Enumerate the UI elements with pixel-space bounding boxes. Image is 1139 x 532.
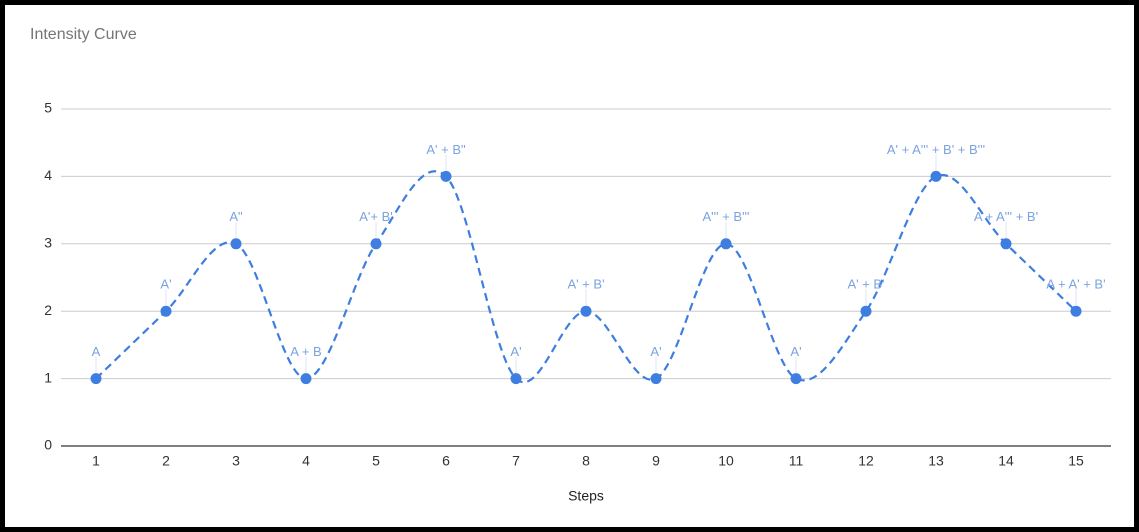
x-tick-label: 13	[928, 453, 944, 469]
x-axis-label: Steps	[568, 488, 604, 504]
chart-title: Intensity Curve	[30, 26, 137, 43]
data-point	[370, 238, 382, 250]
y-tick-label: 0	[44, 437, 52, 453]
data-point	[650, 373, 662, 385]
x-tick-label: 4	[302, 453, 310, 469]
point-label: A' + B'	[847, 277, 884, 292]
y-tick-label: 2	[44, 302, 52, 318]
x-tick-label: 2	[162, 453, 170, 469]
point-label: A' + B'	[567, 277, 604, 292]
x-tick-label: 14	[998, 453, 1014, 469]
x-tick-label: 6	[442, 453, 450, 469]
data-point	[1000, 238, 1012, 250]
point-label: A	[92, 344, 101, 359]
data-point	[230, 238, 242, 250]
point-label: A'+ B'	[359, 209, 393, 224]
y-tick-label: 1	[44, 369, 52, 385]
x-tick-label: 7	[512, 453, 520, 469]
data-point	[160, 305, 172, 317]
point-label: A'	[160, 277, 171, 292]
point-label: A + A' + B'	[1046, 277, 1105, 292]
data-point	[930, 170, 942, 182]
data-point	[1070, 305, 1082, 317]
point-label: A + B	[290, 344, 321, 359]
x-tick-label: 5	[372, 453, 380, 469]
data-point	[720, 238, 732, 250]
point-label: A"	[229, 209, 243, 224]
data-point	[510, 373, 522, 385]
point-label: A''' + B'''	[702, 209, 749, 224]
series-line	[95, 170, 1077, 383]
x-tick-label: 11	[789, 453, 804, 469]
point-label: A' + B"	[426, 142, 466, 157]
point-label: A'	[790, 344, 801, 359]
x-tick-label: 12	[858, 453, 874, 469]
data-point	[90, 373, 102, 385]
x-tick-label: 3	[232, 453, 240, 469]
x-tick-label: 9	[652, 453, 660, 469]
x-tick-label: 10	[718, 453, 734, 469]
x-tick-label: 15	[1068, 453, 1084, 469]
data-point	[300, 373, 312, 385]
point-label: A + A''' + B'	[974, 209, 1038, 224]
x-tick-label: 8	[582, 453, 590, 469]
y-tick-label: 4	[44, 167, 52, 183]
y-tick-label: 3	[44, 235, 52, 251]
y-tick-label: 5	[44, 100, 52, 116]
point-label: A' + A''' + B' + B'''	[887, 142, 985, 157]
chart-background	[5, 5, 1134, 527]
point-label: A'	[650, 344, 661, 359]
x-tick-label: 1	[92, 453, 100, 469]
data-point	[440, 170, 452, 182]
data-point	[580, 305, 592, 317]
data-point	[860, 305, 872, 317]
data-point	[790, 373, 802, 385]
point-label: A'	[510, 344, 521, 359]
